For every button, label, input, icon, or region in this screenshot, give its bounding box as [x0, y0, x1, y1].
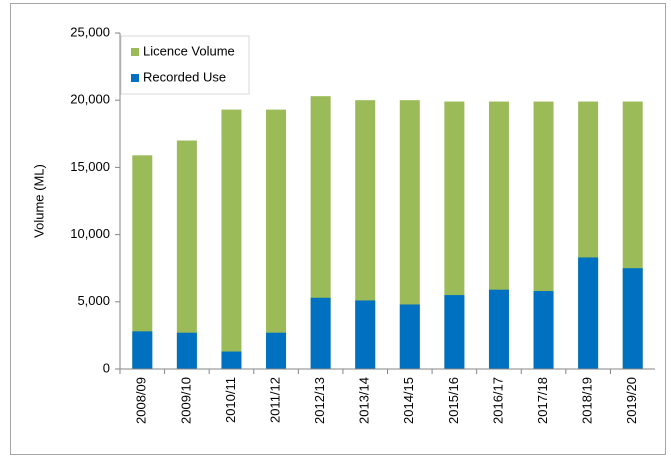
x-tick-label: 2013/14	[357, 377, 372, 424]
x-tick-label: 2014/15	[401, 377, 416, 424]
x-tick-label: 2019/20	[624, 377, 639, 424]
bar	[176, 332, 197, 369]
bar	[399, 304, 420, 369]
bar	[310, 297, 331, 369]
bar	[176, 140, 197, 369]
bar	[444, 295, 465, 369]
bar	[622, 268, 643, 369]
x-tick-label: 2009/10	[178, 377, 193, 424]
legend-label: Recorded Use	[143, 69, 226, 84]
legend-swatch	[131, 48, 139, 56]
x-tick-label: 2015/16	[446, 377, 461, 424]
y-tick-label: 25,000	[70, 24, 110, 39]
bar	[132, 331, 153, 369]
bar	[221, 351, 242, 369]
legend-label: Licence Volume	[143, 43, 235, 58]
bar	[488, 289, 509, 369]
x-tick-label: 2017/18	[535, 377, 550, 424]
bar	[266, 109, 287, 369]
bar	[533, 291, 554, 369]
y-tick-label: 0	[103, 360, 110, 375]
y-tick-label: 5,000	[77, 293, 110, 308]
legend-swatch	[131, 74, 139, 82]
bar	[399, 100, 420, 369]
legend-box	[120, 35, 250, 95]
bar	[266, 332, 287, 369]
y-tick-label: 20,000	[70, 92, 110, 107]
y-axis-label: Volume (ML)	[31, 164, 46, 238]
bar	[221, 109, 242, 369]
bar	[355, 300, 376, 369]
bar	[132, 155, 153, 369]
x-tick-label: 2012/13	[312, 377, 327, 424]
y-tick-label: 15,000	[70, 159, 110, 174]
y-tick-label: 10,000	[70, 226, 110, 241]
x-tick-label: 2016/17	[490, 377, 505, 424]
bar	[578, 257, 599, 369]
x-tick-label: 2018/19	[580, 377, 595, 424]
x-tick-label: 2011/12	[267, 377, 282, 423]
x-tick-label: 2010/11	[223, 377, 238, 423]
x-tick-label: 2008/09	[134, 377, 149, 424]
